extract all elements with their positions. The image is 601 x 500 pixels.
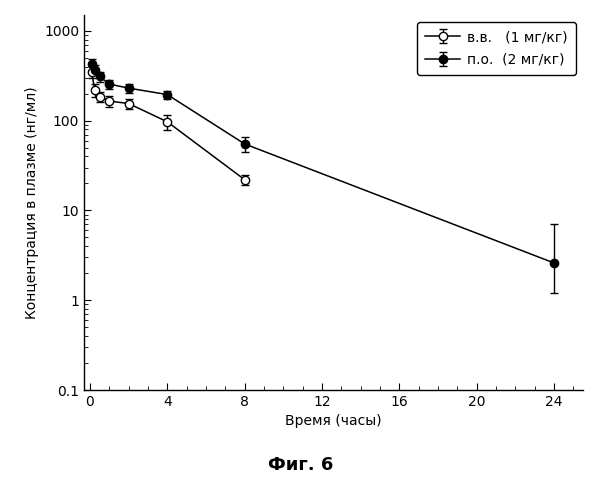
Text: Фиг. 6: Фиг. 6 bbox=[268, 456, 333, 474]
Y-axis label: Концентрация в плазме (нг/мл): Концентрация в плазме (нг/мл) bbox=[25, 86, 38, 319]
Legend: в.в.   (1 мг/кг), п.о.  (2 мг/кг): в.в. (1 мг/кг), п.о. (2 мг/кг) bbox=[417, 22, 576, 75]
X-axis label: Время (часы): Время (часы) bbox=[285, 414, 382, 428]
